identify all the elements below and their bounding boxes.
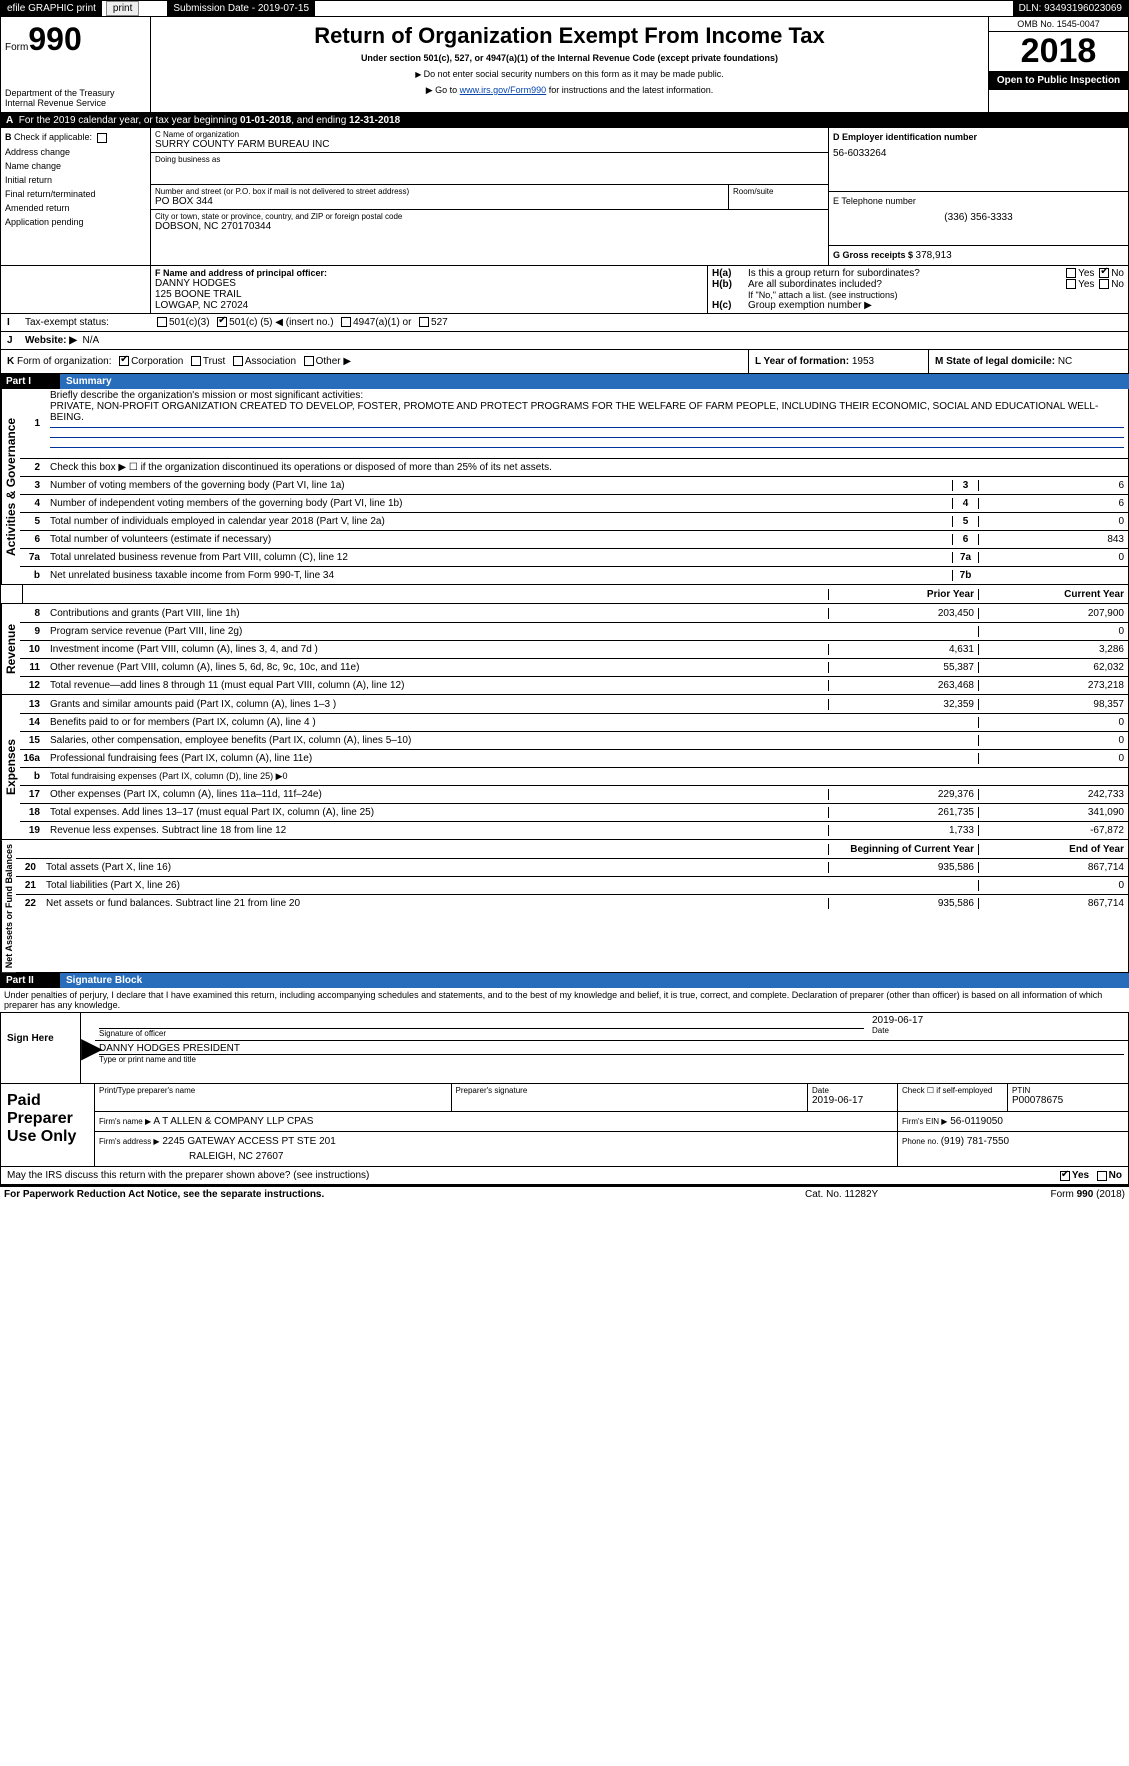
section-f: F Name and address of principal officer:…	[151, 266, 708, 313]
form-header: Form990 Department of the Treasury Inter…	[0, 17, 1129, 113]
ein: 56-6033264	[833, 148, 1124, 159]
section-c: C Name of organization SURRY COUNTY FARM…	[151, 128, 828, 265]
open-inspection: Open to Public Inspection	[989, 71, 1128, 90]
form-footer: For Paperwork Reduction Act Notice, see …	[0, 1185, 1129, 1202]
sign-here-block: Sign Here ▶ Signature of officer 2019-06…	[0, 1012, 1129, 1084]
note-ssn: Do not enter social security numbers on …	[157, 69, 982, 79]
irs-label: Internal Revenue Service	[5, 98, 146, 108]
section-expenses: Expenses 13Grants and similar amounts pa…	[0, 695, 1129, 840]
irs-link[interactable]: www.irs.gov/Form990	[460, 85, 547, 95]
row-a: A For the 2019 calendar year, or tax yea…	[0, 113, 1129, 128]
submission-date: Submission Date - 2019-07-15	[167, 1, 315, 16]
section-activities-governance: Activities & Governance 1Briefly describ…	[0, 389, 1129, 585]
form-label: Form990	[5, 21, 146, 58]
officer-name: DANNY HODGES PRESIDENT	[99, 1043, 1124, 1055]
row-i: I Tax-exempt status: 501(c)(3) 501(c) (5…	[0, 314, 1129, 332]
phone: (336) 356-3333	[833, 212, 1124, 223]
entity-block: B Check if applicable: Address change Na…	[0, 128, 1129, 266]
section-netassets: Net Assets or Fund Balances Beginning of…	[0, 840, 1129, 973]
street: PO BOX 344	[155, 196, 724, 207]
row-klm: K Form of organization: Corporation Trus…	[0, 350, 1129, 374]
part1-header: Part I Summary	[0, 374, 1129, 389]
row-j: J Website: ▶ N/A	[0, 332, 1129, 350]
section-b: B Check if applicable: Address change Na…	[1, 128, 151, 265]
part2-header: Part II Signature Block	[0, 973, 1129, 988]
omb: OMB No. 1545-0047	[989, 17, 1128, 32]
print-button[interactable]: print	[106, 1, 139, 16]
tax-year: 2018	[989, 32, 1128, 71]
efile-label: efile GRAPHIC print	[1, 1, 102, 16]
gross-receipts: 378,913	[916, 250, 952, 261]
section-revenue: Revenue 8Contributions and grants (Part …	[0, 604, 1129, 695]
note-link: ▶ Go to www.irs.gov/Form990 for instruct…	[157, 85, 982, 96]
dept-treasury: Department of the Treasury	[5, 88, 146, 98]
city: DOBSON, NC 270170344	[155, 221, 824, 232]
jurat: Under penalties of perjury, I declare th…	[0, 988, 1129, 1012]
paid-preparer-block: Paid Preparer Use Only Print/Type prepar…	[0, 1084, 1129, 1167]
dln: DLN: 93493196023069	[1013, 1, 1128, 16]
form-title: Return of Organization Exempt From Incom…	[157, 23, 982, 49]
fh-block: F Name and address of principal officer:…	[0, 266, 1129, 314]
mission: PRIVATE, NON-PROFIT ORGANIZATION CREATED…	[50, 401, 1098, 423]
discuss-row: May the IRS discuss this return with the…	[0, 1167, 1129, 1185]
prior-current-header: Prior Year Current Year	[0, 585, 1129, 604]
section-h: H(a)Is this a group return for subordina…	[708, 266, 1128, 313]
section-deg: D Employer identification number 56-6033…	[828, 128, 1128, 265]
subtitle: Under section 501(c), 527, or 4947(a)(1)…	[157, 53, 982, 63]
top-bar: efile GRAPHIC print print Submission Dat…	[0, 0, 1129, 17]
org-name: SURRY COUNTY FARM BUREAU INC	[155, 139, 824, 150]
